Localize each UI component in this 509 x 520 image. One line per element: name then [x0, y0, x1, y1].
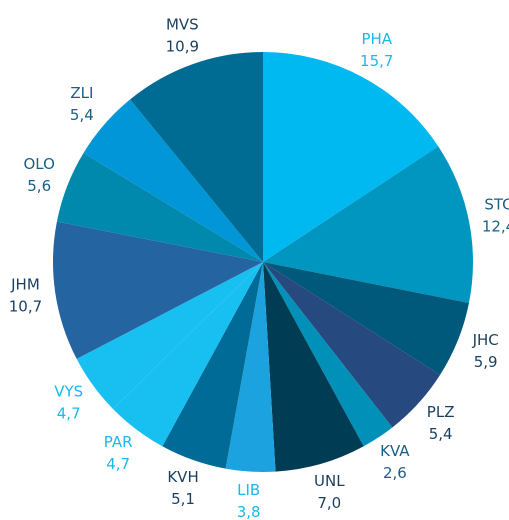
pie-slice — [263, 262, 469, 375]
pie-slice — [263, 146, 473, 304]
slice-value: 3,8 — [237, 503, 261, 520]
slice-name: KVA — [380, 442, 410, 460]
slice-value: 12,4 — [482, 217, 509, 235]
slice-value: 5,4 — [429, 425, 453, 443]
slice-name: STC — [484, 195, 509, 213]
slice-name: VYS — [54, 382, 83, 400]
slice-value: 5,9 — [474, 353, 498, 371]
pie-slice — [56, 153, 263, 262]
slice-name: PHA — [361, 30, 392, 48]
slice-name: PAR — [104, 433, 133, 451]
pie-slice — [225, 262, 276, 472]
slice-name: MVS — [166, 15, 199, 33]
slice-name: KVH — [167, 468, 198, 486]
pie-slice — [162, 262, 263, 469]
slice-name: ZLI — [70, 84, 93, 102]
slice-value: 10,7 — [9, 298, 42, 316]
slice-value: 7,0 — [317, 494, 341, 512]
slice-value: 5,4 — [70, 106, 94, 124]
slice-name: UNL — [314, 472, 345, 490]
pie-slice — [130, 52, 263, 262]
pie-slice — [263, 262, 393, 447]
pie-slice — [263, 262, 364, 472]
slice-value: 5,6 — [27, 177, 51, 195]
pie-slice — [52, 221, 264, 359]
slice-name: OLO — [23, 155, 54, 173]
pie-slice — [263, 262, 441, 428]
pie-slice — [76, 262, 263, 409]
slice-name: JHC — [472, 331, 499, 349]
slice-value: 15,7 — [360, 52, 393, 70]
pie-slice — [83, 99, 263, 262]
slice-value: 10,9 — [166, 37, 199, 55]
slice-value: 5,1 — [171, 490, 195, 508]
pie-slice — [112, 262, 263, 447]
pie-slice — [263, 52, 439, 262]
slice-value: 4,7 — [106, 455, 130, 473]
slice-value: 4,7 — [57, 404, 81, 422]
slice-name: JHM — [10, 276, 40, 294]
slice-name: PLZ — [427, 403, 455, 421]
slice-value: 2,6 — [383, 464, 407, 482]
slice-name: LIB — [237, 481, 260, 499]
